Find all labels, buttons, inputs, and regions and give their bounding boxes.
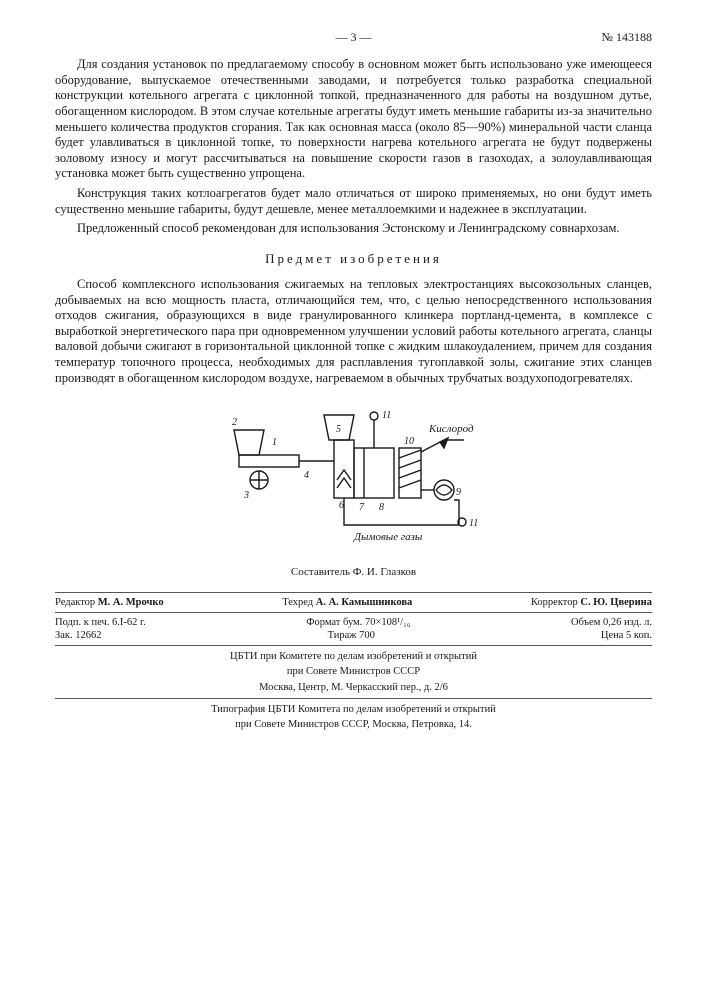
editor-name: М. А. Мрочко (98, 597, 164, 608)
imprint-row-2: Зак. 12662 Тираж 700 Цена 5 коп. (55, 630, 652, 641)
subject-heading: Предмет изобретения (55, 251, 652, 267)
patent-number: № 143188 (602, 30, 652, 45)
claim-paragraph: Способ комплексного использования сжигае… (55, 277, 652, 386)
imprint-volume: Объем 0,26 изд. л. (571, 617, 652, 628)
fig-label-9: 9 (456, 487, 461, 498)
figure-caption: Составитель Ф. И. Глазков (55, 566, 652, 578)
schematic-figure: 2 3 4 5 6 7 8 (204, 400, 504, 560)
fig-label-11a: 11 (382, 410, 391, 421)
paragraph-1: Для создания установок по предлагаемому … (55, 57, 652, 182)
imprint-row-1: Подп. к печ. 6.I-62 г. Формат бум. 70×10… (55, 617, 652, 628)
paragraph-3: Предложенный способ рекомендован для исп… (55, 221, 652, 237)
tech-label: Техред (282, 597, 313, 608)
fig-label-7: 7 (359, 502, 365, 513)
imprint-price: Цена 5 коп. (601, 630, 652, 641)
imprint-zak: Зак. 12662 (55, 630, 102, 641)
imprint-line-2: при Совете Министров СССР (55, 665, 652, 678)
fig-label-1: 1 (272, 437, 277, 448)
fig-label-6: 6 (339, 500, 344, 511)
imprint-line-4: Типография ЦБТИ Комитета по делам изобре… (55, 703, 652, 716)
imprint-tirazh: Тираж 700 (328, 630, 375, 641)
fig-label-8: 8 (379, 502, 384, 513)
imprint-line-1: ЦБТИ при Комитете по делам изобретений и… (55, 650, 652, 663)
divider-2 (55, 612, 652, 613)
page-number: — 3 — (55, 30, 652, 45)
fig-label-dymovye: Дымовые газы (353, 531, 423, 543)
divider-3 (55, 645, 652, 646)
divider-4 (55, 698, 652, 699)
fig-label-4: 4 (304, 470, 309, 481)
fig-label-11b: 11 (469, 518, 478, 529)
editor-label: Редактор (55, 597, 95, 608)
paragraph-2: Конструкция таких котлоагрегатов будет м… (55, 186, 652, 217)
tech-name: А. А. Камышникова (316, 597, 413, 608)
fig-label-3: 3 (243, 490, 249, 501)
divider-1 (55, 592, 652, 593)
imprint-line-3: Москва, Центр, М. Черкасский пер., д. 2/… (55, 681, 652, 694)
fig-label-2: 2 (232, 417, 237, 428)
imprint-podp: Подп. к печ. 6.I-62 г. (55, 617, 146, 628)
fig-label-5: 5 (336, 424, 341, 435)
credits-row: Редактор М. А. Мрочко Техред А. А. Камыш… (55, 597, 652, 608)
fig-label-10: 10 (404, 436, 414, 447)
corrector-label: Корректор (531, 597, 578, 608)
imprint-line-5: при Совете Министров СССР, Москва, Петро… (55, 718, 652, 731)
imprint-format: Формат бум. 70×108¹/₁₆ (306, 617, 410, 628)
fig-label-kislorod: Кислород (428, 423, 474, 435)
corrector-name: С. Ю. Цверина (580, 597, 652, 608)
